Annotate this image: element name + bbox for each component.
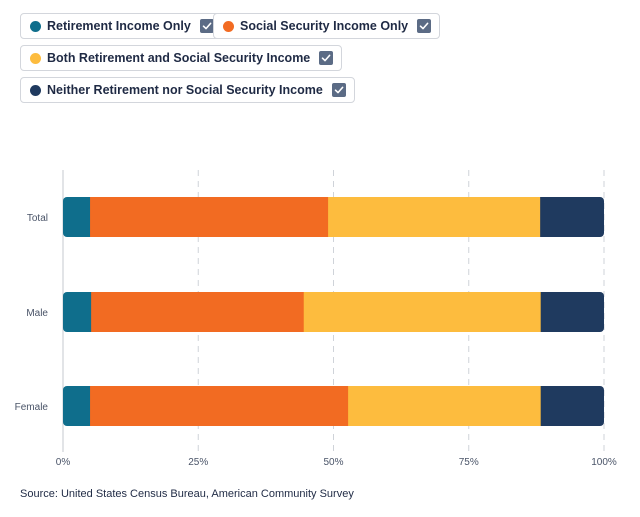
legend-item-social-security-only[interactable]: Social Security Income Only — [213, 13, 441, 39]
legend-label: Retirement Income Only — [47, 19, 191, 33]
legend-swatch — [30, 20, 41, 32]
bar-segment-total-0[interactable] — [63, 197, 91, 237]
legend-swatch — [223, 20, 234, 32]
legend-label: Both Retirement and Social Security Inco… — [47, 51, 311, 65]
legend-label: Social Security Income Only — [240, 19, 409, 33]
bar-segment-female-3[interactable] — [540, 386, 604, 426]
stacked-bar-chart: Total Male Female 0% 25% 50% 75% 100% — [15, 170, 617, 468]
checkbox-checked-icon[interactable] — [319, 51, 334, 65]
checkbox-checked-icon[interactable] — [199, 19, 214, 33]
bar-group-total — [63, 197, 604, 237]
bar-segment-male-1[interactable] — [91, 292, 305, 332]
x-tick-labels: 0% 25% 50% 75% 100% — [56, 457, 617, 468]
x-tick-label: 0% — [56, 457, 71, 468]
checkbox-checked-icon[interactable] — [331, 83, 346, 97]
legend-item-neither[interactable]: Neither Retirement nor Social Security I… — [20, 77, 355, 103]
legend-swatch — [30, 84, 41, 96]
x-tick-label: 25% — [188, 457, 208, 468]
bar-segment-total-1[interactable] — [90, 197, 329, 237]
bars — [63, 197, 604, 426]
legend-item-retirement-only[interactable]: Retirement Income Only — [20, 13, 223, 39]
category-labels: Total Male Female — [15, 213, 49, 413]
category-label: Male — [26, 308, 48, 319]
bar-segment-total-3[interactable] — [540, 197, 604, 237]
bar-segment-female-0[interactable] — [63, 386, 91, 426]
bar-segment-male-0[interactable] — [63, 292, 92, 332]
checkbox-checked-icon[interactable] — [417, 19, 432, 33]
bar-group-male — [63, 292, 604, 332]
category-label: Total — [27, 213, 48, 224]
x-tick-label: 100% — [591, 457, 617, 468]
bar-segment-male-2[interactable] — [303, 292, 542, 332]
source-note: Source: United States Census Bureau, Ame… — [20, 488, 354, 500]
bar-segment-male-3[interactable] — [540, 292, 604, 332]
bar-segment-total-2[interactable] — [328, 197, 541, 237]
category-label: Female — [15, 402, 49, 413]
legend-swatch — [30, 52, 41, 64]
x-tick-label: 50% — [323, 457, 343, 468]
legend-label: Neither Retirement nor Social Security I… — [47, 83, 323, 97]
bar-segment-female-2[interactable] — [348, 386, 542, 426]
bar-segment-female-1[interactable] — [90, 386, 349, 426]
bar-group-female — [63, 386, 604, 426]
legend-item-both[interactable]: Both Retirement and Social Security Inco… — [20, 45, 343, 71]
x-tick-label: 75% — [459, 457, 479, 468]
